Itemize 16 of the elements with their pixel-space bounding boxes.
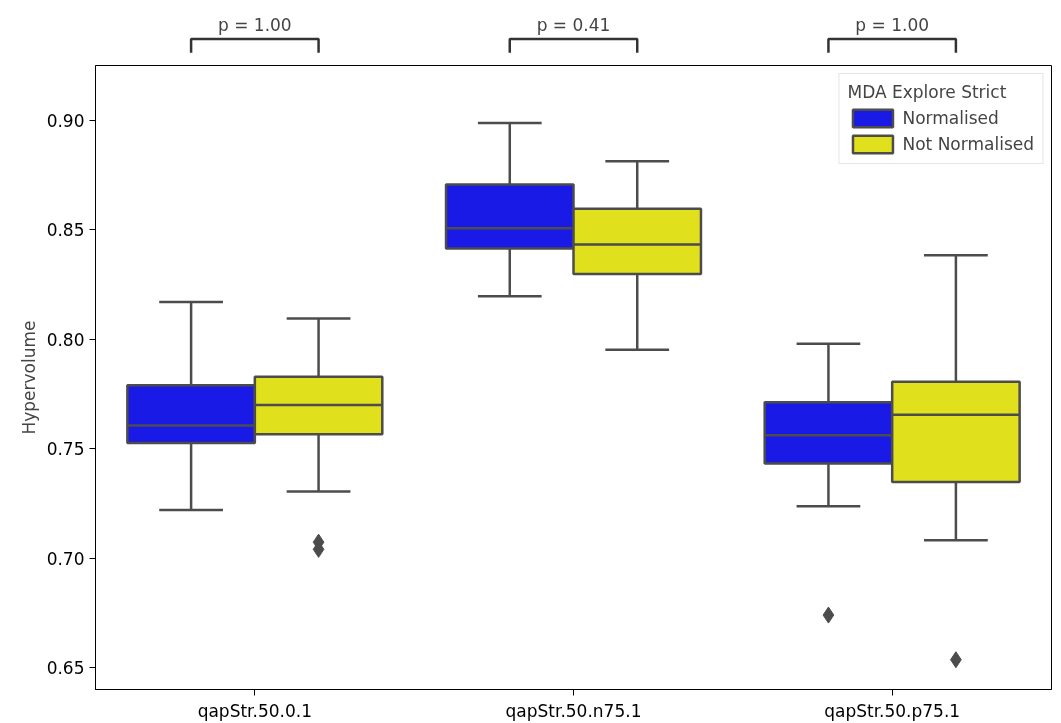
- legend-label: Not Normalised: [902, 134, 1034, 154]
- x-tick-label: qapStr.50.0.1: [197, 700, 313, 721]
- y-tick-label: 0.70: [46, 548, 85, 569]
- text: p = 1.00: [855, 14, 930, 35]
- x-tick-label: qapStr.50.n75.1: [505, 700, 642, 721]
- legend-label: Normalised: [902, 108, 999, 128]
- legend-title: MDA Explore Strict: [847, 82, 1008, 102]
- y-tick-label: 0.80: [46, 329, 85, 350]
- y-axis-title: Hypervolume: [18, 320, 39, 435]
- y-tick-label: 0.85: [46, 220, 85, 241]
- text: p = 0.41: [536, 14, 611, 35]
- x-tick-label: qapStr.50.p75.1: [824, 700, 961, 721]
- text: p = 1.00: [217, 14, 292, 35]
- y-tick-label: 0.65: [46, 658, 85, 679]
- y-tick-label: 0.90: [46, 110, 85, 131]
- y-tick-label: 0.75: [46, 439, 85, 460]
